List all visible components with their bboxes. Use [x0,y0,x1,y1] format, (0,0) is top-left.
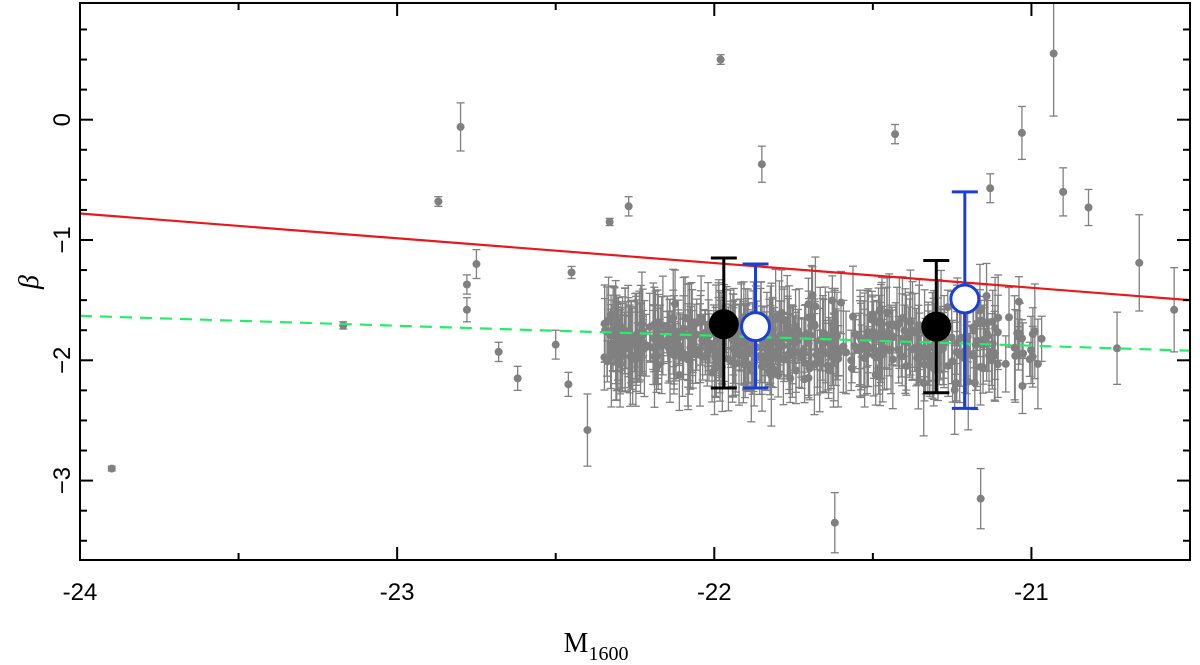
x-axis-title: M1600 [564,628,629,665]
binned-point-blue [949,190,981,410]
galaxy-point [871,343,880,406]
galaxy-point [616,309,625,408]
galaxy-point [849,265,858,368]
galaxy-point [1017,105,1026,161]
galaxy-point [688,323,697,374]
galaxy-point [952,362,961,404]
scatter-cloud [600,256,1046,437]
y-tick-label: −1 [49,226,76,253]
y-tick-label: −3 [49,467,76,494]
galaxy-point [494,341,503,363]
binned-points [708,190,981,410]
galaxy-point [906,269,915,376]
galaxy-point [665,298,674,382]
galaxy-point [813,329,822,396]
galaxy-point [654,339,663,390]
galaxy-point [786,306,795,360]
galaxy-point [456,102,465,152]
galaxy-point [462,297,471,323]
galaxy-point [860,292,869,396]
galaxy-point [624,196,633,217]
galaxy-point [564,371,573,398]
galaxy-point [462,274,471,295]
galaxy-point [829,312,838,402]
x-axis-title-subscript: 1600 [588,643,628,665]
galaxy-point [894,315,903,384]
galaxy-point [885,273,894,377]
galaxy-point [605,217,614,227]
galaxy-point [1170,267,1179,353]
fit-lines [80,212,1190,352]
x-tick-label: -24 [63,579,98,606]
galaxy-point [701,309,710,376]
galaxy-point [716,54,725,66]
binned-point-black [921,258,952,395]
galaxy-point [567,265,576,280]
galaxy-point [976,467,985,530]
galaxy-point [551,329,560,360]
red-relation-line [80,212,1190,302]
plot-frame [79,2,1191,561]
galaxy-point [980,307,989,372]
galaxy-point [891,123,900,145]
galaxy-point [757,145,766,183]
galaxy-point [876,283,885,384]
galaxy-point [645,292,654,362]
scatter-points [107,3,1179,554]
x-tick-label: -22 [697,579,732,606]
galaxy-point [339,321,348,330]
axes: -24 -23 -22 -21 0 −1 −2 −3 [49,3,1190,606]
galaxy-point [1049,3,1058,117]
galaxy-point [1113,311,1122,386]
galaxy-point [807,264,816,370]
galaxy-point [925,349,934,382]
galaxy-point [777,300,786,340]
galaxy-point [670,320,679,390]
galaxy-point [472,248,481,280]
galaxy-point [824,340,833,400]
y-tick-label: 0 [49,113,76,126]
galaxy-point [1059,167,1068,217]
galaxy-point [804,277,813,331]
galaxy-point [839,299,848,393]
galaxy-point [766,304,775,384]
galaxy-point [797,317,806,390]
galaxy-point [631,292,640,380]
y-tick-label: −2 [49,347,76,374]
galaxy-point [609,285,618,373]
galaxy-point [779,313,788,406]
y-axis-title: β [14,275,45,290]
galaxy-point [830,491,839,554]
binned-point-blue [740,262,772,390]
galaxy-point [986,173,995,204]
galaxy-point [513,365,522,392]
galaxy-point [875,301,884,407]
galaxy-point [1015,302,1024,365]
galaxy-point [821,319,830,351]
galaxy-point [583,393,592,467]
galaxy-point [880,328,889,369]
galaxy-point [988,312,997,390]
galaxy-point [600,323,609,391]
x-tick-label: -23 [380,579,415,606]
galaxy-point [731,334,740,393]
galaxy-point [856,330,865,370]
green-dashed-relation-line [80,314,1190,352]
galaxy-point [1037,315,1046,362]
galaxy-point [808,266,817,325]
galaxy-point [625,314,634,369]
galaxy-point [1135,214,1144,312]
galaxy-point [1010,295,1019,401]
galaxy-point [868,296,877,342]
binned-point-black [708,256,739,390]
galaxy-point [626,306,635,407]
x-tick-label: -21 [1014,579,1049,606]
galaxy-point [982,262,991,330]
galaxy-point [1028,325,1037,388]
x-axis-title-main: M [564,628,589,659]
galaxy-point [434,196,443,207]
galaxy-point [107,464,116,473]
galaxy-point [1084,188,1093,227]
